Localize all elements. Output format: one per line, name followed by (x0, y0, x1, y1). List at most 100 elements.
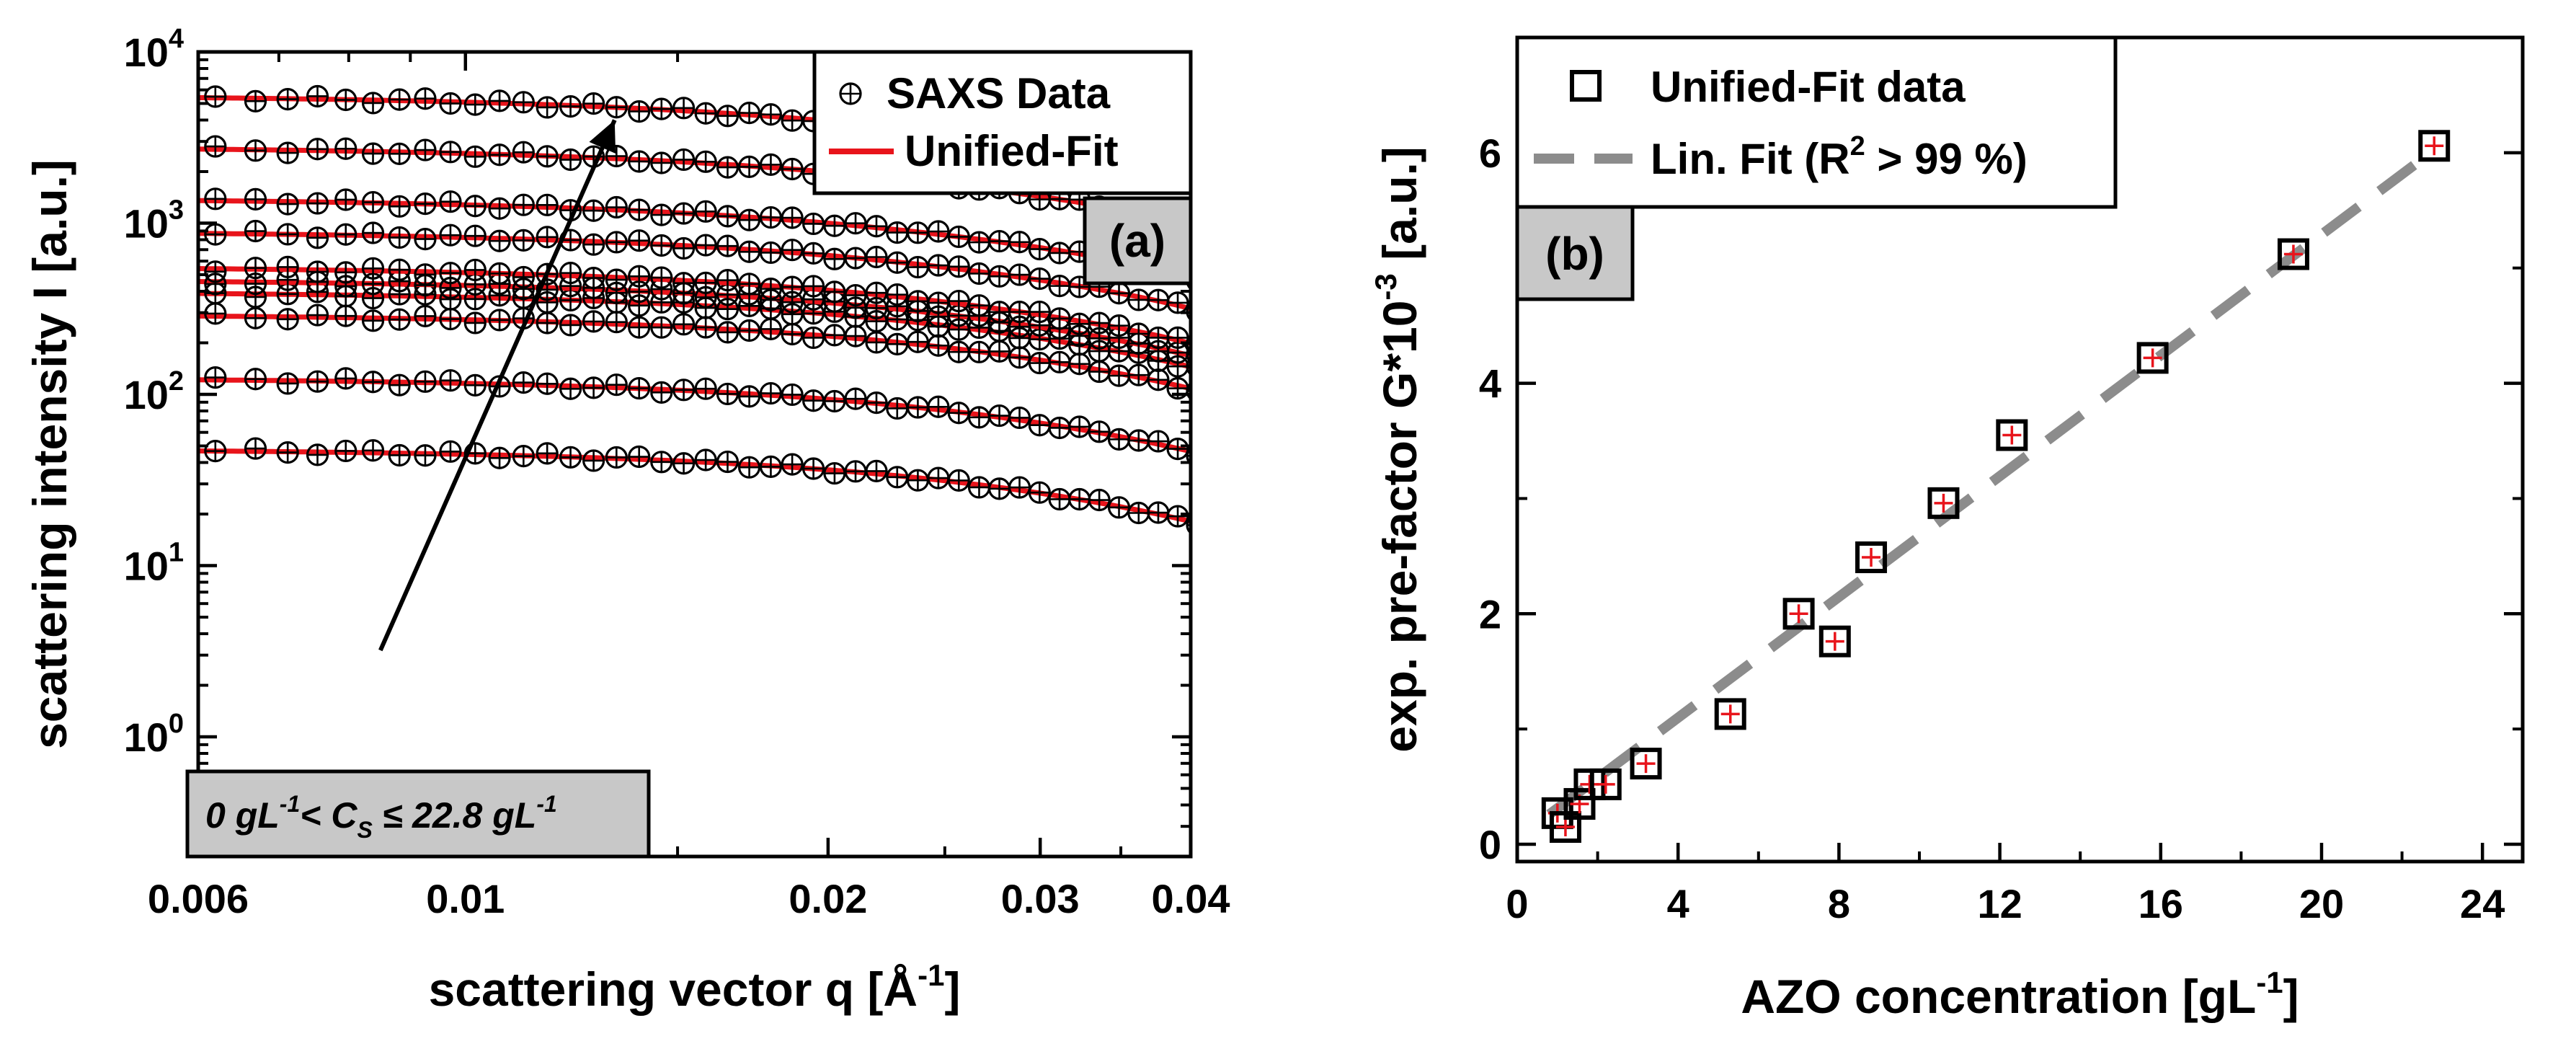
data-point-cross (928, 255, 949, 276)
data-point-cross (489, 231, 510, 252)
data-point-cross (969, 263, 990, 284)
data-point-cross (928, 397, 949, 417)
data-point-cross (1069, 276, 1090, 297)
data-point-cross (845, 389, 866, 410)
data-point-cross (696, 273, 716, 293)
panel-a-x-axis: 0.006 0.01 0.02 0.03 0.04 (148, 52, 1230, 921)
data-point-cross (717, 236, 738, 257)
data-point-square (2277, 238, 2309, 270)
data-point-cross (673, 97, 694, 118)
y-tick-label: 4 (1479, 361, 1501, 407)
data-point-cross (440, 225, 461, 246)
data-point-cross (1069, 314, 1090, 335)
data-point-cross (1069, 416, 1090, 437)
data-point-cross (1049, 242, 1070, 263)
data-point-cross (205, 224, 226, 245)
data-point-errorbar (1720, 704, 1740, 724)
data-point-cross (782, 277, 803, 298)
data-point-cross (277, 309, 298, 329)
data-point-cross (1128, 289, 1149, 310)
x-label-end: ] (944, 962, 960, 1016)
data-point-cross (307, 305, 328, 326)
data-point-cross (560, 149, 581, 170)
data-point-cross (1168, 327, 1189, 348)
panel-a-x-axis-label: scattering vector q [Å-1] (429, 958, 961, 1016)
data-point-cross (717, 322, 738, 342)
data-point-cross (363, 310, 383, 331)
data-point-cross (606, 311, 627, 332)
data-point-cross (887, 466, 907, 487)
data-point-cross (845, 285, 866, 306)
data-point-errorbar (1934, 493, 1953, 513)
data-point-cross (465, 375, 486, 396)
linear-fit-line (1546, 146, 2438, 819)
data-point-cross (717, 384, 738, 404)
data-point-cross (629, 101, 649, 122)
data-point-cross (803, 327, 824, 348)
data-point-cross (440, 191, 461, 212)
data-point-square (1818, 625, 1851, 658)
data-point-cross (845, 248, 866, 269)
data-point-cross (1147, 503, 1168, 523)
range-sup1: -1 (280, 791, 300, 817)
x-label-end: ] (2283, 970, 2299, 1023)
data-point-cross (989, 266, 1010, 287)
panel-b-label: (b) (1545, 228, 1604, 280)
data-point-cross (335, 262, 356, 283)
data-point-cross (1049, 417, 1070, 438)
data-point-cross (389, 260, 410, 280)
y-tick-exponent: 0 (169, 709, 184, 739)
data-point-square (2418, 130, 2451, 162)
data-point-cross (969, 477, 990, 497)
data-point-cross (739, 242, 760, 262)
data-point-cross (1009, 347, 1030, 368)
data-point-cross (389, 375, 410, 396)
data-point-cross (866, 332, 887, 353)
data-point-cross (651, 267, 672, 288)
y-label-text: exp. pre-factor G*10 (1373, 301, 1426, 753)
data-point-cross (245, 221, 266, 242)
data-point-cross (560, 96, 581, 117)
data-point-cross (414, 140, 435, 161)
data-point-cross (866, 283, 887, 304)
data-point-square (1589, 768, 1622, 800)
range-sub: S (357, 817, 373, 843)
data-point-cross (629, 378, 649, 399)
data-point-cross (887, 222, 907, 243)
data-point-cross (440, 262, 461, 283)
data-point-cross (335, 189, 356, 210)
data-point-cross (651, 153, 672, 174)
data-point-cross (537, 97, 558, 118)
data-point-cross (537, 226, 558, 247)
panel-b-x-axis-label: AZO concentration [gL-1] (1741, 965, 2299, 1023)
data-point-cross (989, 478, 1010, 499)
data-point-cross (414, 193, 435, 214)
data-point-cross (717, 205, 738, 226)
data-point-errorbar (1580, 774, 1599, 794)
data-point-cross (989, 301, 1010, 322)
data-point-errorbar (1789, 604, 1808, 624)
data-point-cross (928, 335, 949, 356)
x-tick-label: 0 (1506, 881, 1528, 926)
data-point-cross (277, 373, 298, 394)
x-tick-label: 12 (1977, 881, 2022, 926)
legend-label-linfit: Lin. Fit (R2 > 99 %) (1651, 131, 2028, 183)
x-tick-label: 0.03 (1001, 876, 1080, 921)
data-point-cross (739, 386, 760, 407)
data-point-cross (389, 143, 410, 164)
data-point-cross (389, 227, 410, 248)
data-point-cross (560, 262, 581, 283)
data-point-cross (629, 151, 649, 172)
data-point-cross (363, 92, 383, 113)
data-point-cross (1109, 315, 1129, 336)
data-point-cross (717, 157, 738, 178)
x-tick-label: 16 (2138, 881, 2183, 926)
data-point-cross (560, 379, 581, 399)
data-point-cross (1109, 497, 1129, 518)
data-point-cross (414, 229, 435, 249)
data-point-cross (1029, 239, 1050, 260)
trend-arrow-head (589, 120, 616, 154)
data-point-square (1714, 698, 1746, 730)
data-point-cross (1147, 431, 1168, 452)
data-point-cross (389, 309, 410, 330)
